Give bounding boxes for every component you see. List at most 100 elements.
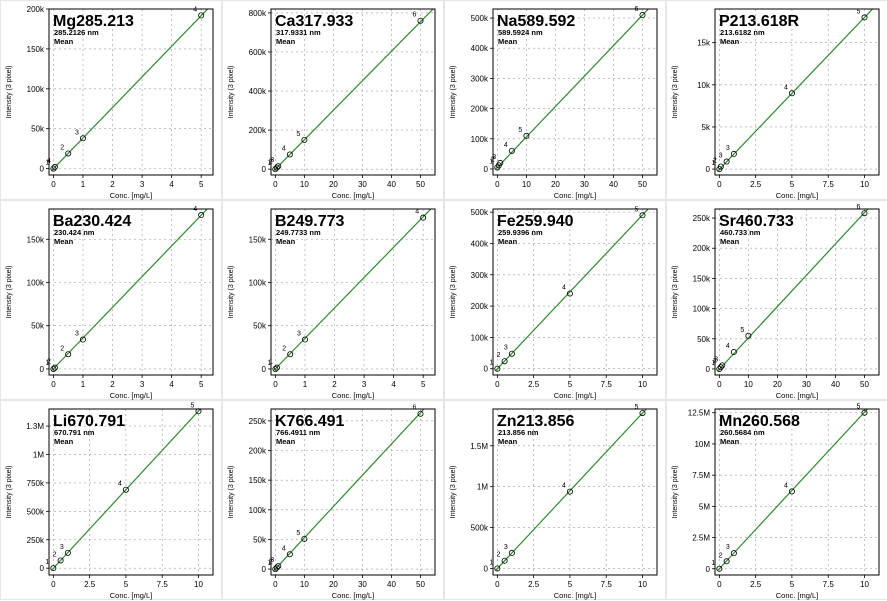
wavelength-subtitle: 260.5684 nm [720,428,765,437]
y-tick-label: 150k [693,274,711,283]
chart-svg: 123 4 5 0 2.5 5 7.5 10 0 250k 500k 750k 1M 1.3M Conc. … [6,402,214,600]
data-point [198,12,205,19]
x-tick-label: 40 [387,180,396,189]
data-point [730,550,737,557]
x-tick-label: 50 [638,180,647,189]
wavelength-subtitle: 259.9396 nm [498,228,543,237]
chart-svg: 123 4 5 0 2.5 5 7.5 10 0 500k 1M 1.5M Conc. [mg/L] In… [450,404,658,600]
y-tick-label: 1.3M [26,422,44,431]
x-tick-label: 5 [421,380,426,389]
x-axis-label: Conc. [mg/L] [110,591,153,600]
y-tick-label: 200k [471,105,489,114]
x-tick-label: 40 [609,180,618,189]
x-tick-label: 10 [300,580,309,589]
x-tick-label: 10 [638,580,647,589]
data-point [508,147,515,154]
plot-frame [714,408,880,576]
point-label: 4 [193,6,197,13]
wavelength-subtitle: 766.4911 nm [276,428,321,437]
data-point [286,551,293,558]
chart-title: P213.618R [719,13,800,30]
data-point [501,557,508,564]
point-label: 1 [489,360,493,367]
data-point [501,358,508,365]
wavelength-subtitle: 460.733 nm [720,228,761,237]
x-tick-label: 0 [717,180,722,189]
x-tick-label: 40 [831,380,840,389]
y-tick-label: 100k [249,506,267,515]
y-tick-label: 2.5M [692,534,710,543]
x-axis-label: Conc. [mg/L] [332,391,375,400]
data-point [79,135,86,142]
point-label: 1 [267,360,271,367]
data-point [566,290,573,297]
point-label: 6 [857,204,861,211]
x-tick-label: 0 [273,380,278,389]
data-point [50,365,57,372]
chart-title: Sr460.733 [719,213,794,230]
y-axis-label: Intensity (3 pixel) [6,266,13,319]
x-tick-label: 5 [790,580,795,589]
point-label: 3 [726,544,730,551]
data-point [272,365,279,372]
chart-panel: 1 2 3 4 5 0 2.5 5 7.5 10 0 250k 500k 750k 1M 1.3M Conc. … [0,400,222,600]
data-point [417,410,424,417]
statistic-label: Mean [498,237,518,246]
chart-panel: 1 4 2 3 4 0 1 2 3 4 5 0 50k 100k 150k 200k Conc. [mg/L] I… [0,0,222,200]
point-label: 1 [267,160,271,167]
data-point [420,214,427,221]
data-point [716,365,723,372]
data-point [51,364,58,371]
data-point [122,486,129,493]
wavelength-subtitle: 249.7733 nm [276,228,321,237]
x-tick-label: 5 [199,180,204,189]
x-tick-label: 7.5 [823,180,835,189]
chart-title: Na589.592 [497,13,575,30]
statistic-label: Mean [498,437,518,446]
y-tick-label: 150k [249,476,267,485]
point-label: 1 [711,560,715,567]
statistic-label: Mean [720,237,740,246]
chart-panel: 1 2 3 4 5 6 0 10 20 30 40 50 0 200k 400k 600k 800k Conc. … [222,0,444,200]
point-label: 3 [270,157,274,164]
point-label: 5 [740,327,744,334]
plot-frame [48,208,214,376]
x-axis-label: Conc. [mg/L] [332,191,375,200]
x-tick-label: 0 [717,580,722,589]
point-label: 4 [282,145,286,152]
x-tick-label: 50 [416,580,425,589]
wavelength-subtitle: 213.856 nm [498,428,539,437]
y-tick-label: 100k [471,135,489,144]
data-point [861,210,868,217]
point-label: 5 [635,404,639,411]
x-tick-label: 3 [140,180,145,189]
y-tick-label: 0 [262,365,267,374]
y-tick-label: 200k [249,447,267,456]
wavelength-subtitle: 317.9331 nm [276,28,321,37]
point-label: 5 [296,131,300,138]
y-tick-label: 50k [697,335,711,344]
wavelength-subtitle: 285.2126 nm [54,28,99,37]
x-tick-label: 5 [568,380,573,389]
y-axis-label: Intensity (3 pixel) [228,466,235,519]
x-axis-label: Conc. [mg/L] [776,191,819,200]
data-point [275,163,282,170]
y-tick-label: 0 [706,565,711,574]
point-label: 2 [719,552,723,559]
point-label: 1 [711,360,715,367]
x-tick-label: 7.5 [823,580,835,589]
plot-frame [714,208,880,376]
plot-frame [492,208,658,376]
point-label: 4 [784,84,788,91]
y-tick-label: 0 [40,165,45,174]
chart-title: K766.491 [275,413,344,430]
data-point [717,364,724,371]
y-tick-label: 400k [249,87,267,96]
x-tick-label: 0 [51,580,56,589]
x-tick-label: 0 [495,380,500,389]
x-tick-label: 2.5 [84,580,96,589]
y-tick-label: 100k [693,305,711,314]
chart-title: Ca317.933 [275,13,353,30]
y-axis-label: Intensity (3 pixel) [672,266,679,319]
y-tick-label: 5k [702,123,711,132]
